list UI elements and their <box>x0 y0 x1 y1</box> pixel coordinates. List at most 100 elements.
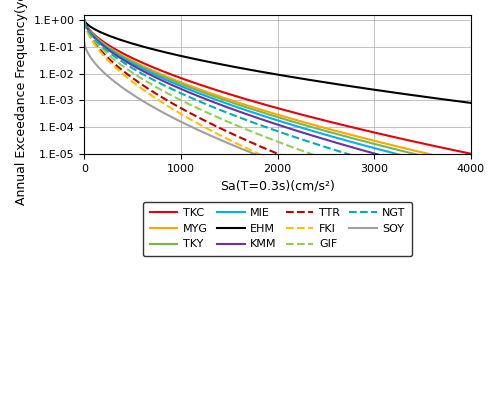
Line: TKC: TKC <box>84 20 471 154</box>
NGT <box>176 90 182 95</box>
TTR <box>205 120 211 125</box>
SOY <box>82 40 87 45</box>
KMM <box>116 55 122 60</box>
Line: SOY: SOY <box>84 43 262 157</box>
MYG <box>212 92 218 97</box>
NGT <box>82 18 87 23</box>
SOY <box>176 118 182 123</box>
GIF <box>218 116 224 121</box>
EHM <box>101 31 107 36</box>
TKC <box>310 115 316 120</box>
MIE <box>335 136 341 141</box>
MIE <box>300 126 306 131</box>
TKC <box>327 119 333 124</box>
EHM <box>222 62 228 67</box>
GIF <box>234 123 240 128</box>
GIF <box>147 81 153 86</box>
MYG <box>438 154 444 159</box>
TKY <box>82 18 87 23</box>
TKY <box>237 103 243 108</box>
FKI <box>82 18 87 23</box>
TKC <box>222 90 228 95</box>
GIF <box>82 18 87 23</box>
Line: TTR: TTR <box>84 21 285 157</box>
TKY <box>424 154 430 159</box>
TKY <box>352 136 358 141</box>
MIE <box>405 154 411 159</box>
FKI <box>262 154 268 159</box>
TTR <box>282 154 288 159</box>
MYG <box>82 18 87 23</box>
GIF <box>293 146 299 151</box>
KMM <box>128 62 134 67</box>
Line: EHM: EHM <box>84 20 471 103</box>
TKY <box>309 125 315 130</box>
EHM <box>368 87 374 91</box>
EHM <box>327 81 333 85</box>
TKC <box>101 39 107 44</box>
MYG <box>164 75 170 79</box>
FKI <box>185 116 191 120</box>
MIE <box>354 141 360 146</box>
TKY <box>190 86 196 91</box>
SOY <box>186 124 192 129</box>
GIF <box>316 154 322 159</box>
MYG <box>294 118 300 123</box>
MYG <box>134 61 140 66</box>
KMM <box>95 39 101 44</box>
KMM <box>206 98 212 103</box>
NGT <box>214 106 220 111</box>
MYG <box>222 96 228 101</box>
SOY <box>122 87 128 92</box>
SOY <box>259 154 265 159</box>
TTR <box>126 73 132 77</box>
EHM <box>82 18 87 23</box>
NGT <box>180 92 186 97</box>
EHM <box>310 78 316 83</box>
Line: TKY: TKY <box>84 21 426 157</box>
EHM <box>468 100 474 105</box>
SOY <box>172 116 178 121</box>
SOY <box>164 112 170 117</box>
GIF <box>298 148 304 153</box>
KMM <box>177 86 183 91</box>
FKI <box>186 116 192 121</box>
TKC <box>388 134 394 139</box>
Line: MIE: MIE <box>84 21 408 157</box>
MYG <box>218 95 224 100</box>
SOY <box>91 60 97 64</box>
TKC <box>82 18 87 23</box>
GIF <box>200 108 205 113</box>
FKI <box>140 87 146 92</box>
KMM <box>82 18 87 23</box>
KMM <box>224 105 230 110</box>
MIE <box>82 18 87 23</box>
TTR <box>159 95 165 100</box>
FKI <box>174 109 180 114</box>
NGT <box>354 154 360 159</box>
FKI <box>220 135 226 139</box>
Line: MYG: MYG <box>84 21 442 157</box>
TTR <box>82 18 87 23</box>
Line: KMM: KMM <box>84 21 386 157</box>
Line: FKI: FKI <box>84 21 265 157</box>
TTR <box>210 123 216 127</box>
Line: NGT: NGT <box>84 21 357 157</box>
TTR <box>122 70 128 75</box>
TKY <box>176 81 182 85</box>
Line: GIF: GIF <box>84 21 320 157</box>
FKI <box>183 114 189 119</box>
NGT <box>294 135 300 140</box>
KMM <box>384 154 390 159</box>
X-axis label: Sa(T=0.3s)(cm/s²): Sa(T=0.3s)(cm/s²) <box>220 180 335 193</box>
NGT <box>254 122 260 127</box>
MIE <box>382 148 388 153</box>
EHM <box>388 90 394 95</box>
NGT <box>248 119 254 124</box>
Y-axis label: Annual Exceedance Frequency(year⁻¹): Annual Exceedance Frequency(year⁻¹) <box>15 0 28 206</box>
TKY <box>272 114 278 118</box>
Legend: TKC, MYG, TKY, MIE, EHM, KMM, TTR, FKI, GIF, NGT, SOY: TKC, MYG, TKY, MIE, EHM, KMM, TTR, FKI, … <box>143 202 412 256</box>
TKC <box>368 129 374 134</box>
TKC <box>468 152 474 156</box>
TTR <box>236 134 242 139</box>
